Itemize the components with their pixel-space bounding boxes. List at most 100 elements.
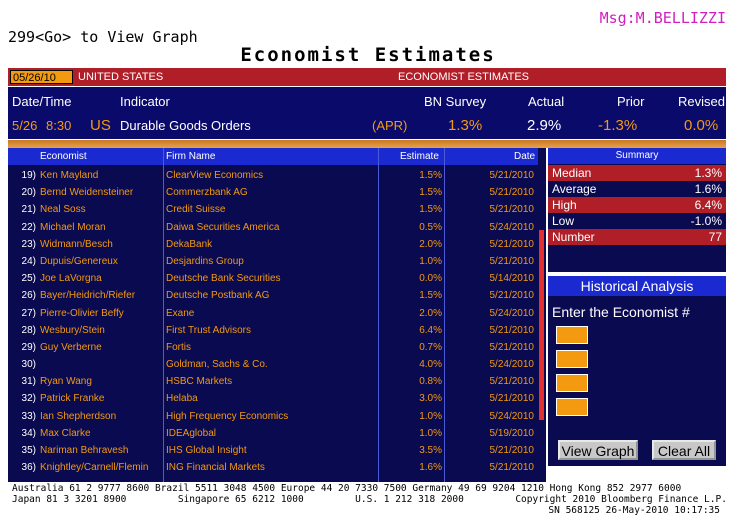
divider-strip xyxy=(8,140,726,148)
table-row[interactable]: 26) Bayer/Heidrich/Riefer Deutsche Postban… xyxy=(8,287,538,304)
scrollbar-thumb[interactable] xyxy=(539,230,544,420)
economist-name: Ken Mayland xyxy=(40,170,99,181)
summary-high: High 6.4% xyxy=(548,197,726,213)
message-indicator[interactable]: Msg:M.BELLIZZI xyxy=(599,9,726,27)
table-row[interactable]: 29) Guy Verberne Fortis 0.7% 5/21/2010 xyxy=(8,339,538,356)
row-number: 22) xyxy=(21,221,36,233)
table-body: 19) Ken Mayland ClearView Economics 1.5% 5/2… xyxy=(8,167,538,476)
firm-name: First Trust Advisors xyxy=(166,324,252,336)
estimate-date: 5/19/2010 xyxy=(489,427,535,439)
row-number: 23) xyxy=(21,238,36,250)
table-row[interactable]: 23) Widmann/Besch DekaBank 2.0% 5/21/2010 xyxy=(8,236,538,253)
view-graph-button[interactable]: View Graph xyxy=(558,440,638,460)
row-number: 28) xyxy=(21,324,36,336)
table-row[interactable]: 36) Knightley/Carnell/Flemin ING Financial… xyxy=(8,459,538,476)
table-row[interactable]: 24) Dupuis/Genereux Desjardins Group 1.0% 5/… xyxy=(8,253,538,270)
firm-name: Deutsche Bank Securities xyxy=(166,273,281,285)
screen-label: ECONOMIST ESTIMATES xyxy=(398,71,529,83)
summary-median-value: 1.3% xyxy=(694,166,722,180)
firm-name: Desjardins Group xyxy=(166,255,244,267)
row-number: 35) xyxy=(21,445,36,456)
table-row[interactable]: 25) Joe LaVorgna Deutsche Bank Securities 0… xyxy=(8,270,538,287)
row-number: 31) xyxy=(21,376,36,388)
estimate-value: 1.0% xyxy=(419,410,442,422)
header-estimate: Estimate xyxy=(400,151,439,162)
row-number: 19) xyxy=(21,170,36,181)
footer-contacts-2: Japan 81 3 3201 8900 Singapore 65 6212 1… xyxy=(12,494,727,505)
prior-value: -1.3% xyxy=(598,117,638,134)
revised-value: 0.0% xyxy=(684,117,719,134)
summary-low-value: -1.0% xyxy=(690,214,722,228)
estimate-date: 5/21/2010 xyxy=(489,376,535,388)
indicator-name[interactable]: Durable Goods Orders xyxy=(120,118,251,133)
actual-value: 2.9% xyxy=(527,117,562,134)
row-number: 20) xyxy=(21,187,36,199)
estimate-date: 5/21/2010 xyxy=(489,462,535,474)
firm-name: Helaba xyxy=(166,393,198,405)
estimate-value: 1.0% xyxy=(419,427,442,439)
date-input[interactable]: 05/26/10 xyxy=(10,70,73,84)
historical-prompt: Enter the Economist # xyxy=(552,304,690,320)
clear-all-button[interactable]: Clear All xyxy=(652,440,716,460)
summary-average-value: 1.6% xyxy=(694,182,722,196)
economist-name: Knightley/Carnell/Flemin xyxy=(40,462,149,474)
country-code: US xyxy=(90,117,111,134)
estimate-date: 5/21/2010 xyxy=(489,204,535,216)
summary-number-label: Number xyxy=(552,230,595,244)
row-number: 33) xyxy=(21,410,36,422)
estimate-value: 2.0% xyxy=(419,307,442,319)
economist-name: Ian Shepherdson xyxy=(40,410,117,422)
firm-name: Daiwa Securities America xyxy=(166,221,280,233)
table-row[interactable]: 21) Neal Soss Credit Suisse 1.5% 5/21/2010 xyxy=(8,201,538,218)
summary-number: Number 77 xyxy=(548,229,726,245)
historical-title: Historical Analysis xyxy=(548,276,726,296)
economist-number-input[interactable] xyxy=(556,326,588,344)
table-row[interactable]: 30) Goldman, Sachs & Co. 4.0% 5/24/2010 xyxy=(8,356,538,373)
table-row[interactable]: 31) Ryan Wang HSBC Markets 0.8% 5/21/2010 xyxy=(8,373,538,390)
estimate-date: 5/24/2010 xyxy=(489,410,535,422)
summary-average: Average 1.6% xyxy=(548,181,726,197)
table-row[interactable]: 27) Pierre-Olivier Beffy Exane 2.0% 5/24/201… xyxy=(8,305,538,322)
table-row[interactable]: 28) Wesbury/Stein First Trust Advisors 6.4%… xyxy=(8,322,538,339)
economist-name: Dupuis/Genereux xyxy=(40,255,118,267)
table-row[interactable]: 35) Nariman Behravesh IHS Global Insight 3.… xyxy=(8,442,538,459)
summary-title: Summary xyxy=(548,148,726,164)
row-number: 32) xyxy=(21,393,36,405)
header-date: Date xyxy=(514,151,536,162)
command-prompt: 299<Go> to View Graph xyxy=(8,28,198,46)
firm-name: ING Financial Markets xyxy=(166,462,265,474)
estimate-date: 5/21/2010 xyxy=(489,324,535,336)
estimate-value: 0.7% xyxy=(419,341,442,353)
economist-number-input[interactable] xyxy=(556,374,588,392)
table-row[interactable]: 34) Max Clarke IDEAglobal 1.0% 5/19/2010 xyxy=(8,425,538,442)
firm-name: Deutsche Postbank AG xyxy=(166,290,270,302)
table-row[interactable]: 22) Michael Moran Daiwa Securities America… xyxy=(8,219,538,236)
header-bar: 05/26/10 UNITED STATES ECONOMIST ESTIMAT… xyxy=(8,68,726,86)
economist-name: Michael Moran xyxy=(40,221,106,233)
col-revised: Revised xyxy=(678,94,725,109)
summary-average-label: Average xyxy=(552,182,597,196)
estimate-value: 3.0% xyxy=(419,393,442,405)
bn-survey-value: 1.3% xyxy=(448,117,483,134)
estimate-value: 0.0% xyxy=(419,273,442,285)
table-row[interactable]: 20) Bernd Weidensteiner Commerzbank AG 1.5%… xyxy=(8,184,538,201)
summary-low: Low -1.0% xyxy=(548,213,726,229)
firm-name: Fortis xyxy=(166,341,191,353)
economist-number-input[interactable] xyxy=(556,350,588,368)
economist-number-input[interactable] xyxy=(556,398,588,416)
estimate-date: 5/14/2010 xyxy=(489,273,535,285)
header-economist: Economist xyxy=(40,151,87,162)
estimate-date: 5/21/2010 xyxy=(489,290,535,302)
firm-name: High Frequency Economics xyxy=(166,410,289,422)
table-row[interactable]: 33) Ian Shepherdson High Frequency Economi… xyxy=(8,408,538,425)
summary-number-value: 77 xyxy=(708,230,722,244)
row-number: 24) xyxy=(21,255,36,267)
table-row[interactable]: 19) Ken Mayland ClearView Economics 1.5% 5/2… xyxy=(8,167,538,184)
summary-low-label: Low xyxy=(552,214,575,228)
estimate-date: 5/21/2010 xyxy=(489,393,535,405)
release-date: 5/26 xyxy=(12,118,38,133)
table-scrollbar[interactable] xyxy=(538,148,546,482)
summary-high-label: High xyxy=(552,198,577,212)
footer-session: SN 568125 26-May-2010 10:17:35 xyxy=(548,505,720,516)
table-row[interactable]: 32) Patrick Franke Helaba 3.0% 5/21/2010 xyxy=(8,390,538,407)
